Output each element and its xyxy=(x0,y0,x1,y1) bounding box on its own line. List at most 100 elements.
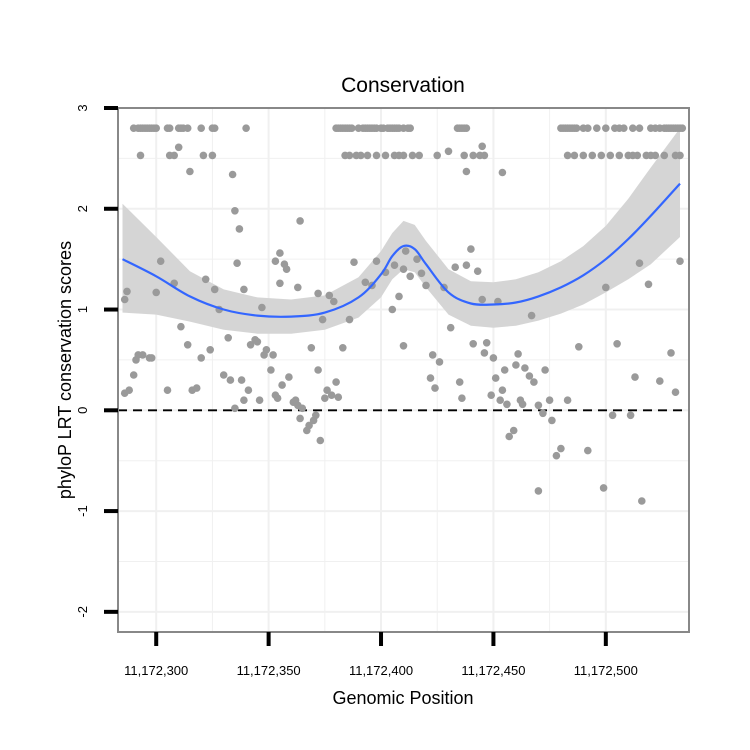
data-point xyxy=(395,292,403,301)
data-point xyxy=(460,151,469,160)
data-point xyxy=(572,124,581,132)
data-point xyxy=(458,394,466,403)
data-point xyxy=(606,151,615,160)
data-point xyxy=(469,340,478,348)
data-point xyxy=(678,124,687,132)
data-point xyxy=(120,295,129,304)
data-point xyxy=(428,351,437,359)
data-point xyxy=(512,361,520,369)
data-point xyxy=(496,396,505,405)
data-point xyxy=(651,151,660,160)
data-point xyxy=(408,151,417,160)
data-point xyxy=(593,124,601,132)
data-point xyxy=(635,259,644,268)
data-point xyxy=(271,257,280,266)
data-point xyxy=(534,401,543,410)
data-point xyxy=(602,283,610,292)
data-point xyxy=(231,404,239,413)
y-tick-label: 2 xyxy=(75,205,90,212)
data-point xyxy=(401,247,410,255)
data-point xyxy=(629,124,637,132)
data-point xyxy=(613,340,621,348)
data-point xyxy=(156,257,165,266)
data-point xyxy=(314,366,322,374)
data-point xyxy=(210,124,219,132)
data-point xyxy=(503,400,511,409)
data-point xyxy=(539,409,547,418)
data-point xyxy=(363,151,372,160)
data-point xyxy=(276,249,284,257)
data-point xyxy=(480,349,489,357)
data-point xyxy=(602,124,610,132)
data-point xyxy=(345,151,354,160)
data-point xyxy=(480,151,489,160)
data-point xyxy=(226,376,235,384)
data-point xyxy=(298,404,307,413)
data-point xyxy=(321,394,329,403)
y-tick-label: 3 xyxy=(75,104,90,111)
data-point xyxy=(152,124,160,132)
data-point xyxy=(399,342,408,350)
data-point xyxy=(325,291,334,300)
data-point xyxy=(431,384,439,392)
data-point xyxy=(327,391,336,400)
data-point xyxy=(487,391,496,400)
data-point xyxy=(314,289,322,298)
data-point xyxy=(163,386,172,395)
data-point xyxy=(455,378,464,386)
panel-frame xyxy=(117,107,690,633)
data-point xyxy=(626,411,635,420)
x-axis: 11,172,300 11,172,350 11,172,400 11,172,450… xyxy=(124,632,638,678)
data-point xyxy=(125,386,133,395)
data-point xyxy=(258,303,266,312)
data-point xyxy=(451,263,460,272)
data-point xyxy=(444,147,453,156)
y-axis-title: phyloP LRT conservation scores xyxy=(55,241,75,499)
chart-title: Conservation xyxy=(341,74,465,97)
data-point xyxy=(345,315,354,324)
data-point xyxy=(192,384,201,392)
y-axis: -2 -1 0 1 2 3 xyxy=(75,104,118,618)
data-point xyxy=(316,436,325,445)
data-point xyxy=(489,354,498,362)
data-point xyxy=(426,374,435,382)
x-axis-title: Genomic Position xyxy=(332,688,473,708)
data-point xyxy=(541,366,549,374)
data-point xyxy=(361,278,370,287)
data-point xyxy=(478,295,487,304)
data-point xyxy=(210,285,219,294)
data-point xyxy=(242,124,250,132)
data-point xyxy=(584,124,592,132)
data-point xyxy=(415,151,424,160)
data-point xyxy=(462,261,471,270)
data-point xyxy=(608,411,617,420)
data-point xyxy=(413,255,421,263)
data-point xyxy=(138,351,147,359)
data-point xyxy=(417,269,426,278)
data-point xyxy=(219,371,228,379)
scatter-points xyxy=(120,124,687,505)
data-point xyxy=(671,388,680,397)
data-point xyxy=(498,168,507,177)
data-point xyxy=(339,344,347,352)
data-point xyxy=(147,354,156,362)
smooth-line-layer xyxy=(122,182,681,318)
data-point xyxy=(224,334,232,342)
data-point xyxy=(186,167,194,176)
data-point xyxy=(548,416,556,425)
panel-background xyxy=(118,108,689,632)
data-point xyxy=(584,446,592,455)
data-point xyxy=(255,396,264,405)
data-point xyxy=(206,346,214,354)
data-point xyxy=(294,283,302,292)
data-point xyxy=(498,386,507,395)
data-point xyxy=(381,151,390,160)
data-point xyxy=(197,124,205,132)
data-point xyxy=(348,124,356,132)
data-point xyxy=(620,124,628,132)
x-tick-label: 11,172,450 xyxy=(461,663,525,678)
data-point xyxy=(467,245,475,253)
data-point xyxy=(276,279,284,288)
data-point xyxy=(588,151,597,160)
data-point xyxy=(422,281,430,290)
